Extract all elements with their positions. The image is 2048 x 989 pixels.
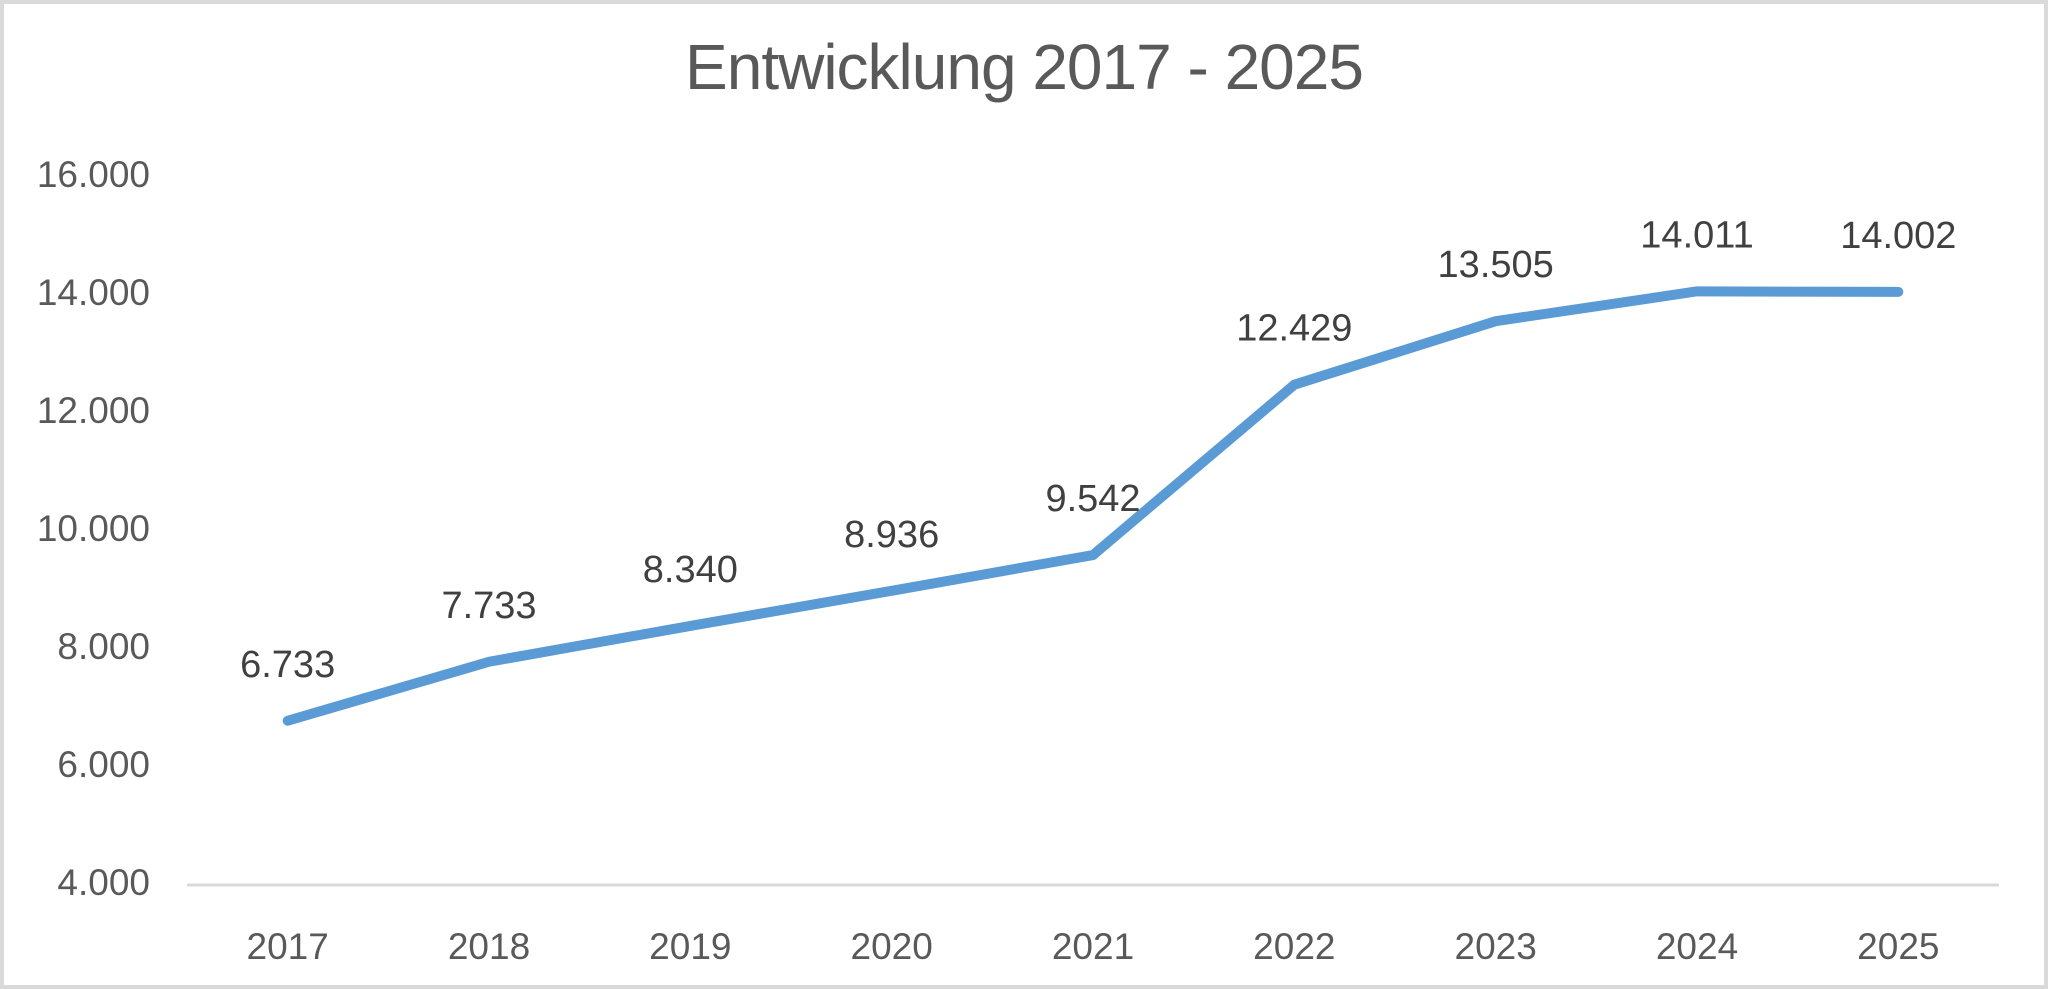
y-tick-label: 10.000 [37,508,150,549]
y-tick-label: 12.000 [37,390,150,431]
chart-title: Entwicklung 2017 - 2025 [685,31,1364,103]
x-tick-label: 2019 [649,926,731,967]
data-point-label: 8.936 [844,514,939,556]
data-point-label: 14.011 [1640,214,1753,256]
y-tick-label: 14.000 [37,272,150,313]
data-point-label: 8.340 [643,549,738,591]
data-point-label: 12.429 [1236,308,1352,350]
data-point-label: 9.542 [1045,478,1140,520]
series-line [282,286,1904,726]
y-tick-label: 6.000 [57,744,150,785]
x-tick-label: 2024 [1656,926,1738,967]
line-chart-plot: 16.000 14.000 12.000 10.000 8.000 6.000 4.000 2… [37,154,1999,967]
data-point-label: 13.505 [1438,244,1554,286]
x-tick-label: 2025 [1857,926,1939,967]
y-tick-label: 16.000 [37,154,150,195]
data-point-label: 14.002 [1840,215,1956,257]
x-tick-label: 2020 [851,926,933,967]
y-tick-label: 8.000 [57,626,150,667]
x-tick-label: 2017 [247,926,329,967]
x-tick-label: 2023 [1455,926,1537,967]
x-tick-label: 2018 [448,926,530,967]
x-tick-label: 2021 [1052,926,1134,967]
data-point-label: 6.733 [240,644,335,686]
y-tick-label: 4.000 [57,862,150,903]
data-point-label: 7.733 [441,585,536,627]
x-tick-label: 2022 [1253,926,1335,967]
